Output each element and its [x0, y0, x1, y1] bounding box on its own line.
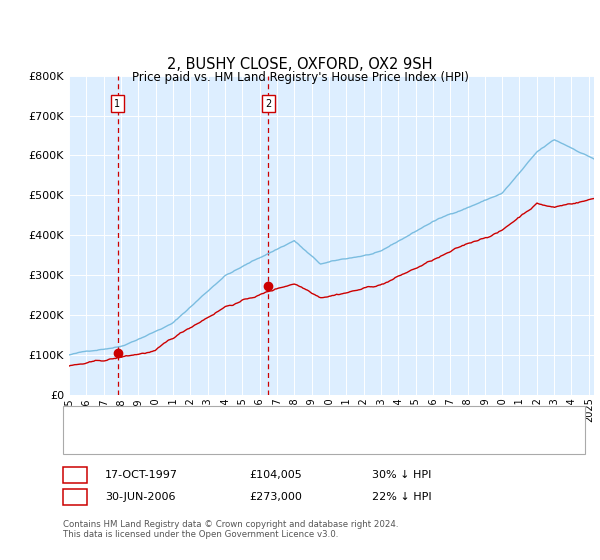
Text: £273,000: £273,000 [249, 492, 302, 502]
Text: This data is licensed under the Open Government Licence v3.0.: This data is licensed under the Open Gov… [63, 530, 338, 539]
Text: £104,005: £104,005 [249, 470, 302, 480]
Text: 2: 2 [71, 492, 79, 502]
Text: 22% ↓ HPI: 22% ↓ HPI [372, 492, 431, 502]
Text: 17-OCT-1997: 17-OCT-1997 [105, 470, 178, 480]
Text: 1: 1 [115, 99, 121, 109]
Text: HPI: Average price, detached house, Vale of White Horse: HPI: Average price, detached house, Vale… [123, 436, 419, 446]
Text: 2, BUSHY CLOSE, OXFORD, OX2 9SH (detached house): 2, BUSHY CLOSE, OXFORD, OX2 9SH (detache… [123, 414, 407, 424]
Text: 30% ↓ HPI: 30% ↓ HPI [372, 470, 431, 480]
Text: 1: 1 [71, 470, 79, 480]
Text: 2, BUSHY CLOSE, OXFORD, OX2 9SH: 2, BUSHY CLOSE, OXFORD, OX2 9SH [167, 58, 433, 72]
Text: Price paid vs. HM Land Registry's House Price Index (HPI): Price paid vs. HM Land Registry's House … [131, 71, 469, 84]
Text: Contains HM Land Registry data © Crown copyright and database right 2024.: Contains HM Land Registry data © Crown c… [63, 520, 398, 529]
Text: 30-JUN-2006: 30-JUN-2006 [105, 492, 176, 502]
Text: 2: 2 [265, 99, 271, 109]
